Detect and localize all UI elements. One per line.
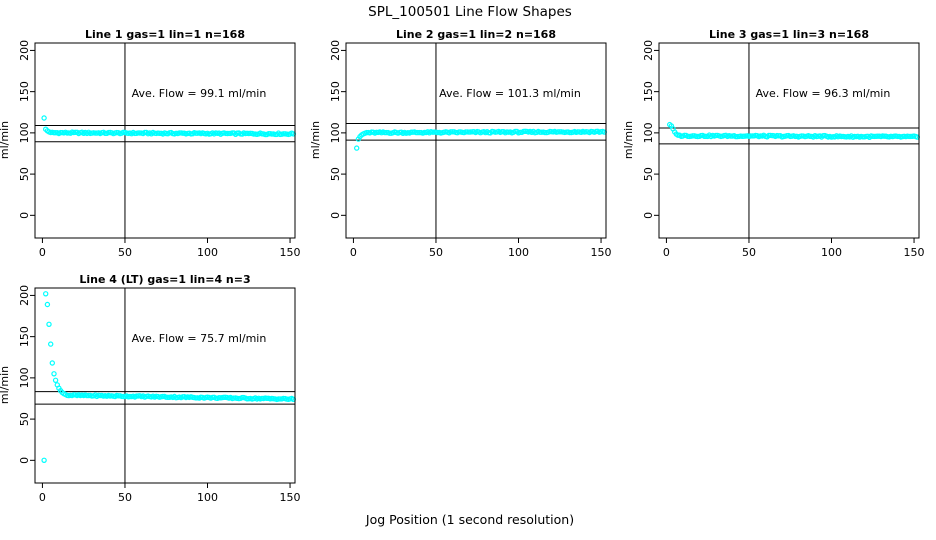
data-points-layer [41, 115, 296, 138]
data-point [277, 396, 283, 402]
data-point [499, 128, 505, 135]
data-point [179, 130, 186, 136]
data-point [264, 395, 270, 401]
panel-line-2: 0 50 100 150 0 50 100 150 200 Line 2 gas=1 lin=2… [309, 28, 612, 259]
data-point [52, 377, 59, 383]
y-tick-label: 100 [642, 122, 655, 143]
y-tick-label: 150 [642, 81, 655, 102]
data-point [221, 394, 227, 400]
x-tick-label: 150 [280, 491, 301, 504]
y-axis-label-line-2: ml/min [309, 121, 322, 159]
x-tick-label: 0 [39, 491, 46, 504]
subplot-title-line-1: Line 1 gas=1 lin=1 n=168 [85, 28, 245, 41]
y-tick-label: 50 [329, 167, 342, 181]
data-point [49, 360, 56, 366]
y-tick-label: 150 [18, 326, 31, 347]
y-tick-label: 0 [18, 457, 31, 464]
x-tick-label: 50 [118, 491, 132, 504]
plot-box [345, 42, 607, 239]
data-point [354, 145, 360, 151]
data-point [881, 133, 888, 139]
data-point [894, 133, 901, 140]
x-tick-label: 100 [197, 246, 218, 259]
data-point [44, 301, 51, 308]
plot-area-line-2: 0 50 100 150 0 50 100 150 200 [329, 40, 612, 259]
x-tick-label: 150 [280, 246, 301, 259]
y-tick-label: 150 [18, 81, 31, 102]
subplot-title-line-4: Line 4 (LT) gas=1 lin=4 n=3 [79, 273, 250, 286]
y-tick-label: 50 [18, 412, 31, 426]
data-point [363, 129, 370, 136]
data-point [383, 129, 390, 136]
y-tick-label: 100 [18, 122, 31, 143]
ave-flow-annotation-line-3: Ave. Flow = 96.3 ml/min [756, 87, 891, 100]
plot-box [658, 42, 920, 239]
x-tick-label: 100 [508, 246, 529, 259]
y-tick-label: 200 [642, 40, 655, 61]
y-axis-label-line-1: ml/min [0, 121, 11, 159]
plot-box [34, 287, 296, 484]
y-tick-label: 200 [329, 40, 342, 61]
figure-title: SPL_100501 Line Flow Shapes [368, 4, 572, 20]
data-point [43, 291, 49, 297]
x-tick-label: 50 [429, 246, 443, 259]
y-tick-label: 0 [642, 212, 655, 219]
data-point [728, 133, 734, 139]
ave-flow-annotation-line-1: Ave. Flow = 99.1 ml/min [132, 87, 267, 100]
data-point [421, 129, 428, 136]
subplot-title-line-2: Line 2 gas=1 lin=2 n=168 [396, 28, 556, 41]
y-tick-label: 50 [18, 167, 31, 181]
data-points-layer [41, 291, 296, 463]
x-tick-label: 150 [591, 246, 612, 259]
data-point [387, 130, 393, 136]
y-axis-label-line-3: ml/min [622, 121, 635, 159]
data-point [48, 341, 54, 347]
x-axis-label: Jog Position (1 second resolution) [365, 512, 574, 527]
y-tick-label: 100 [329, 122, 342, 143]
y-tick-label: 200 [18, 40, 31, 61]
y-tick-label: 150 [329, 81, 342, 102]
data-point [415, 129, 421, 136]
x-tick-label: 100 [197, 491, 218, 504]
data-point [52, 129, 59, 136]
data-point [408, 129, 414, 135]
y-tick-label: 0 [18, 212, 31, 219]
data-point [41, 115, 47, 121]
x-tick-label: 150 [904, 246, 925, 259]
x-tick-label: 0 [663, 246, 670, 259]
ave-flow-annotation-line-4: Ave. Flow = 75.7 ml/min [132, 332, 267, 345]
panel-line-3: 0 50 100 150 0 50 100 150 200 Line 3 gas=1 lin=3… [622, 28, 925, 259]
x-tick-label: 0 [39, 246, 46, 259]
x-tick-label: 50 [118, 246, 132, 259]
plot-area-line-4: 0 50 100 150 0 50 100 150 200 [18, 285, 301, 504]
y-tick-label: 0 [329, 212, 342, 219]
plot-area-line-1: 0 50 100 150 0 50 100 150 200 [18, 40, 301, 259]
subplot-title-line-3: Line 3 gas=1 lin=3 n=168 [709, 28, 869, 41]
data-point [51, 371, 57, 377]
panel-line-1: 0 50 100 150 0 50 100 150 200 Line 1 gas=1 lin=1… [0, 28, 301, 259]
data-point [46, 321, 52, 327]
x-tick-label: 50 [742, 246, 756, 259]
y-tick-label: 200 [18, 285, 31, 306]
ave-flow-annotation-line-2: Ave. Flow = 101.3 ml/min [439, 87, 581, 100]
data-points-layer [667, 121, 921, 140]
plot-box [34, 42, 296, 239]
y-tick-label: 50 [642, 167, 655, 181]
x-tick-label: 0 [350, 246, 357, 259]
data-point [555, 129, 561, 135]
panel-line-4: 0 50 100 150 0 50 100 150 200 Line 4 (LT) gas=1 … [0, 273, 301, 504]
data-point [280, 131, 287, 137]
plot-area-line-3: 0 50 100 150 0 50 100 150 200 [642, 40, 925, 259]
data-point [156, 130, 163, 136]
data-point [690, 133, 696, 139]
x-tick-label: 100 [821, 246, 842, 259]
data-point [41, 457, 47, 463]
y-axis-label-line-4: ml/min [0, 366, 11, 404]
data-point [875, 133, 881, 139]
y-tick-label: 100 [18, 367, 31, 388]
data-point [448, 129, 454, 135]
data-point [160, 393, 166, 400]
